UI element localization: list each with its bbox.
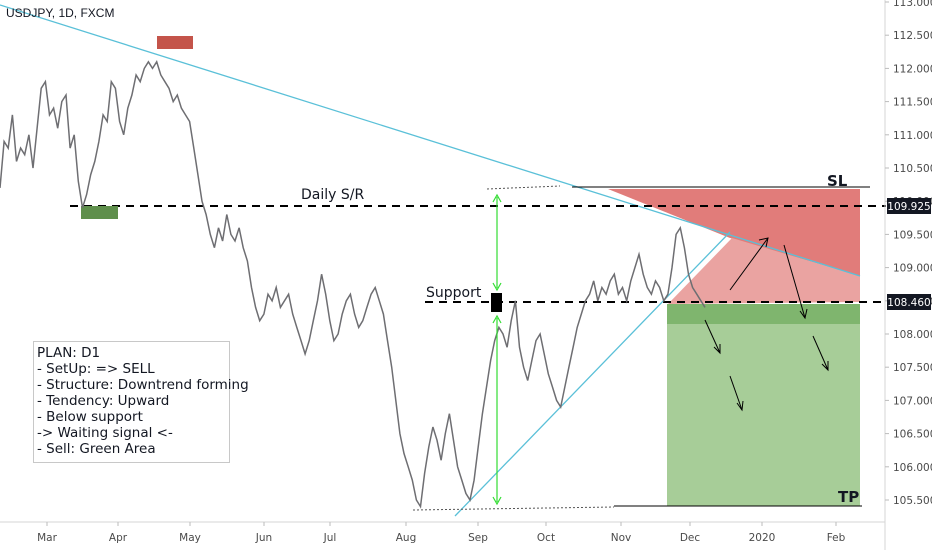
x-tick-label: Dec: [680, 532, 701, 544]
demand-box: [81, 206, 118, 219]
y-tick-label: 109.000: [893, 263, 932, 275]
x-tick-label: Jul: [323, 532, 337, 544]
x-tick-label: Aug: [396, 532, 417, 544]
price-badge-label: 109.925: [887, 201, 930, 213]
x-tick-label: Jun: [255, 532, 272, 544]
y-tick-label: 106.000: [893, 462, 932, 474]
stop-loss-zone: [608, 189, 860, 276]
take-profit-zone: [667, 324, 860, 506]
price-series-line[interactable]: [0, 60, 706, 509]
y-tick-label: 107.500: [893, 362, 932, 374]
x-tick-label: Apr: [109, 532, 128, 544]
descending-trendline[interactable]: [0, 4, 861, 277]
symbol-title: USDJPY, 1D, FXCM: [6, 6, 115, 20]
support-marker: [491, 293, 502, 312]
plan-line: - Tendency: Upward: [37, 393, 170, 409]
tp-label: TP: [838, 488, 859, 506]
price-badge: [887, 198, 931, 214]
y-tick-label: 106.500: [893, 429, 932, 441]
price-badge: [887, 294, 931, 310]
plan-line: - Below support: [37, 409, 143, 425]
plan-line: - SetUp: => SELL: [37, 361, 155, 377]
y-tick-label: 109.500: [893, 229, 932, 241]
support-label: Support: [426, 285, 482, 301]
range-bottom-line: [412, 506, 615, 511]
y-tick-label: 112.500: [893, 30, 932, 42]
stop-loss-zone-lower: [668, 238, 860, 304]
y-tick-label: 112.000: [893, 63, 932, 75]
range-arrow-lower: [492, 314, 502, 506]
y-tick-label: 113.000: [893, 0, 932, 9]
y-tick-label: 111.500: [893, 97, 932, 109]
x-tick-label: Feb: [827, 532, 846, 544]
daily-sr-label: Daily S/R: [301, 187, 364, 203]
y-tick-label: 108.000: [893, 329, 932, 341]
x-tick-label: May: [179, 532, 201, 544]
x-tick-label: 2020: [749, 532, 776, 544]
y-tick-label: 105.500: [893, 495, 932, 507]
plan-line: PLAN: D1: [37, 345, 101, 361]
ascending-trendline[interactable]: [454, 231, 731, 517]
y-tick-label: 111.000: [893, 130, 932, 142]
x-tick-label: Sep: [468, 532, 488, 544]
y-tick-label: 110.500: [893, 163, 932, 175]
x-tick-label: Mar: [37, 532, 57, 544]
price-badge-label: 108.460: [887, 297, 930, 309]
sl-label: SL: [827, 172, 848, 190]
projection-arrows: [704, 237, 829, 412]
supply-box: [157, 36, 193, 49]
plan-box[interactable]: PLAN: D1 - SetUp: => SELL - Structure: D…: [33, 341, 249, 463]
y-tick-label: 107.000: [893, 395, 932, 407]
x-tick-label: Nov: [611, 532, 632, 544]
sell-zone-top: [667, 304, 860, 324]
plan-line: -> Waiting signal <-: [37, 425, 173, 441]
plan-line: - Structure: Downtrend forming: [37, 377, 249, 393]
x-tick-label: Oct: [537, 532, 555, 544]
plan-line: - Sell: Green Area: [37, 441, 156, 457]
range-top-line: [486, 185, 561, 190]
range-arrow-upper: [492, 193, 502, 292]
